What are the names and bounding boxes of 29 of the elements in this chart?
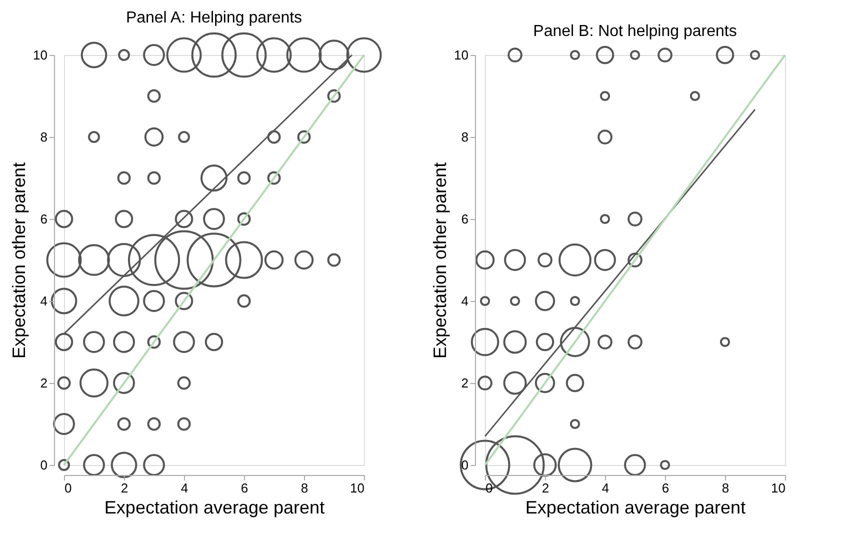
y-tick-label: 8 [40,130,48,144]
y-axis-title: Expectation other parent [430,162,450,359]
x-axis-title: Expectation average parent [104,498,325,518]
x-axis-title: Expectation average parent [525,498,746,518]
y-tick-label: 4 [461,294,468,308]
x-tick-label: 6 [240,480,248,496]
chart-title: Panel A: Helping parents [126,9,302,26]
y-axis-title: Expectation other parent [9,162,30,359]
x-tick-label: 2 [542,480,550,496]
x-tick-label: 2 [120,480,128,496]
y-tick-label: 10 [454,48,468,62]
x-tick-label: 10 [771,480,786,496]
x-tick-label: 4 [602,480,610,496]
y-tick-label: 2 [461,376,468,390]
y-tick-label: 2 [40,376,48,390]
y-tick-label: 10 [33,48,48,62]
chart-title: Panel B: Not helping parents [533,22,737,40]
x-tick-label: 10 [350,480,364,496]
y-tick-label: 4 [40,294,48,308]
x-tick-label: 6 [662,480,670,496]
x-tick-label: 4 [180,480,188,496]
x-tick-label: 8 [300,480,308,496]
y-tick-label: 0 [461,458,468,472]
x-tick-label: 8 [722,480,730,496]
y-tick-label: 8 [461,130,468,144]
x-tick-label: 0 [64,480,72,496]
y-tick-label: 0 [40,458,48,472]
y-tick-label: 6 [461,212,468,226]
y-tick-label: 6 [40,212,48,226]
